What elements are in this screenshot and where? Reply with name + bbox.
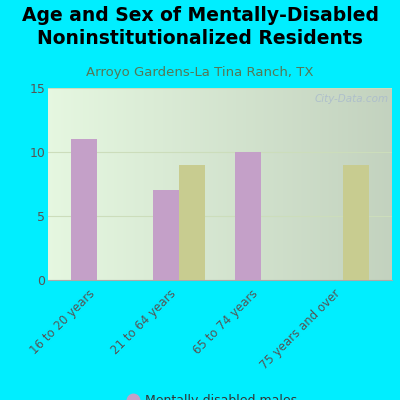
Legend: Mentally-disabled males, Mentally-disabled females: Mentally-disabled males, Mentally-disabl… [125, 389, 315, 400]
Bar [235, 152, 261, 280]
Bar [343, 165, 369, 280]
Text: Arroyo Gardens-La Tina Ranch, TX: Arroyo Gardens-La Tina Ranch, TX [86, 66, 314, 79]
Bar [179, 165, 205, 280]
Text: City-Data.com: City-Data.com [314, 94, 388, 104]
Text: Age and Sex of Mentally-Disabled
Noninstitutionalized Residents: Age and Sex of Mentally-Disabled Noninst… [22, 6, 378, 48]
Bar [153, 190, 179, 280]
Bar [71, 139, 97, 280]
